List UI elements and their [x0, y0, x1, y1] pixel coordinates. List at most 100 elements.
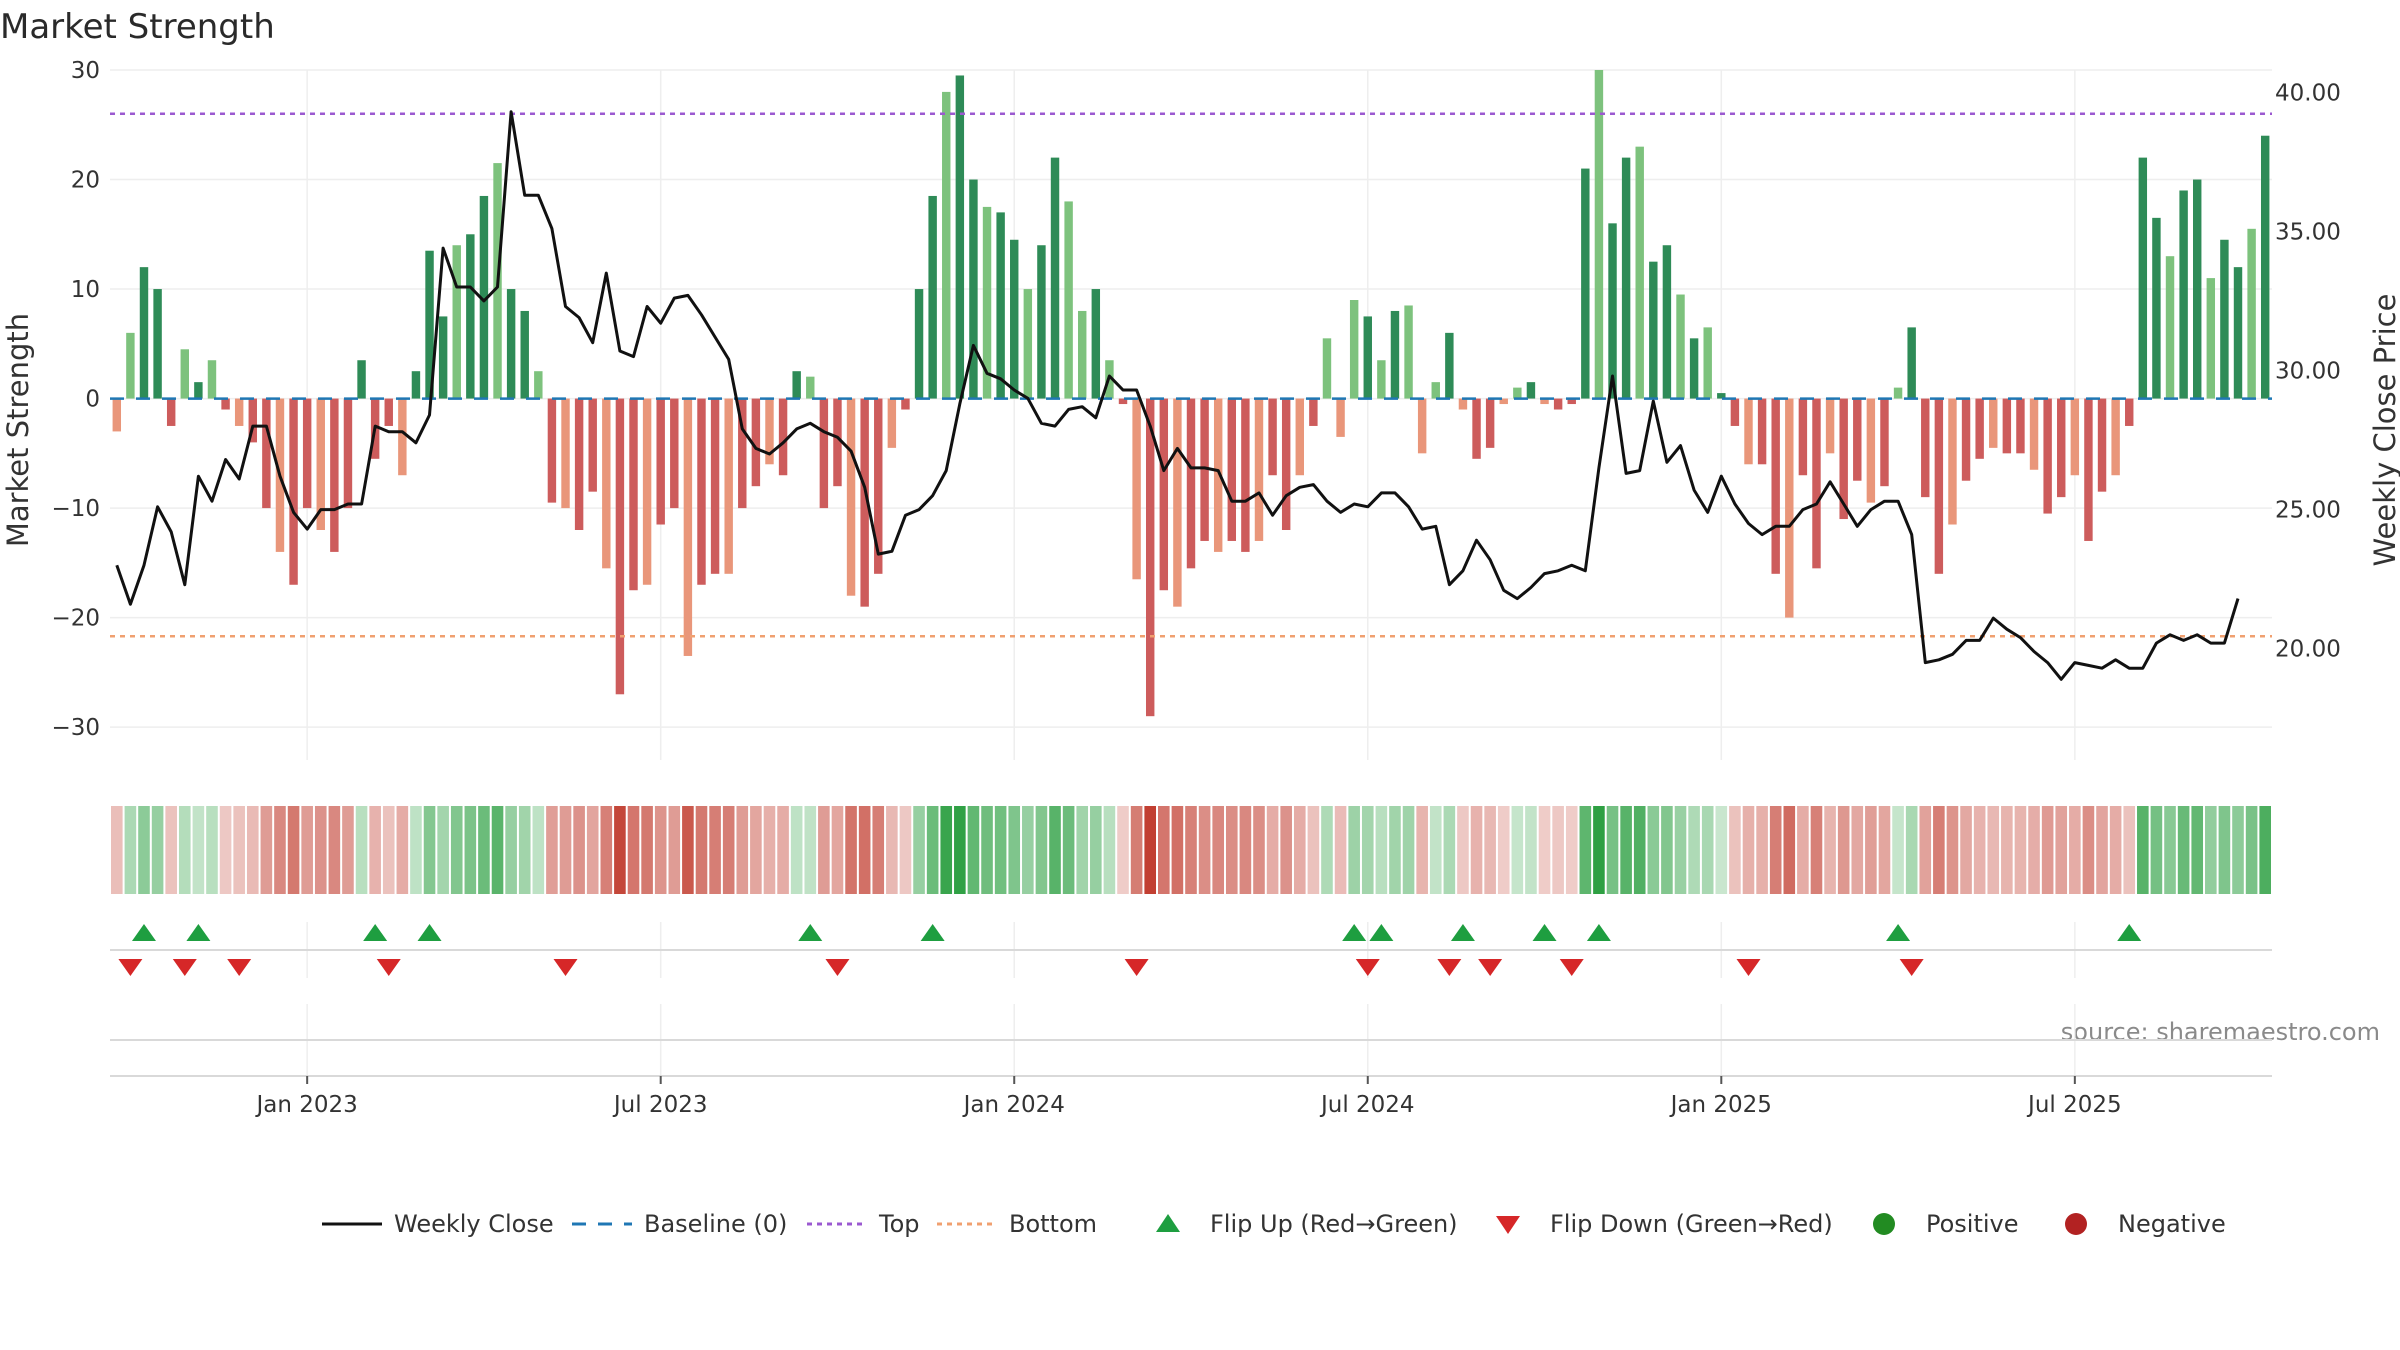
heat-strip-cell — [1824, 806, 1836, 894]
heat-strip-cell — [1402, 806, 1415, 894]
strength-bar — [887, 398, 897, 448]
strength-bar — [1322, 338, 1332, 399]
strength-bar — [1730, 398, 1740, 426]
strength-bar — [1513, 387, 1522, 399]
strength-bar — [1295, 398, 1304, 476]
strength-bar — [561, 398, 570, 509]
heat-strip-cell — [1756, 806, 1768, 894]
strength-bar — [901, 398, 910, 410]
strength-bar — [765, 398, 774, 465]
strength-bar — [1010, 239, 1019, 399]
y-tick-label: −20 — [51, 606, 100, 632]
strength-bar — [942, 91, 951, 399]
strength-bar — [302, 398, 312, 509]
heat-strip-cell — [2041, 806, 2054, 894]
strength-bar — [1825, 398, 1835, 454]
strength-bars — [112, 70, 2270, 717]
flip-down-marker — [1355, 959, 1380, 976]
strength-bar — [1390, 310, 1400, 399]
strength-bar — [1241, 398, 1250, 552]
heat-strip-cell — [450, 806, 463, 894]
heat-strip-cell — [1321, 806, 1333, 894]
strength-bar — [1649, 261, 1658, 399]
heat-strip-cell — [1266, 806, 1279, 894]
heat-strip-cell — [1212, 806, 1224, 894]
strength-bar — [955, 75, 965, 399]
heat-strip-cell — [287, 806, 300, 894]
strength-bar — [1553, 398, 1563, 410]
heat-strip-cell — [2069, 806, 2081, 894]
heat-strip-cell — [1946, 806, 1959, 894]
strength-bar — [1050, 157, 1060, 399]
strength-bar — [1839, 398, 1848, 520]
strength-bar — [2247, 228, 2256, 399]
heat-strip-cell — [1484, 806, 1496, 894]
strength-bar — [982, 206, 992, 399]
strength-bar — [1689, 338, 1699, 399]
strength-bar — [2260, 135, 2270, 399]
strength-bar — [670, 398, 679, 509]
heat-strip-cell — [1579, 806, 1592, 894]
strength-bar — [860, 398, 869, 607]
heat-strip-cell — [600, 806, 613, 894]
heat-strip-cell — [913, 806, 925, 894]
strength-bar — [1785, 398, 1794, 618]
strength-bar — [1989, 398, 1998, 448]
strength-bar — [1907, 327, 1916, 399]
heat-strip-cell — [1008, 806, 1021, 894]
strength-bar — [506, 289, 516, 399]
flip-up-marker — [1532, 924, 1557, 941]
legend-label: Baseline (0) — [644, 1210, 787, 1238]
strength-bar — [615, 398, 625, 695]
strength-bar — [874, 398, 883, 574]
strength-bar — [2002, 398, 2012, 454]
heat-strip-cell — [2164, 806, 2176, 894]
heat-strip-cell — [627, 806, 640, 894]
strength-bar — [1798, 398, 1808, 476]
strength-bar — [2057, 398, 2066, 498]
heat-strip-cell — [2123, 806, 2136, 894]
heat-strip-cell — [2205, 806, 2217, 894]
heat-strip-cell — [1783, 806, 1796, 894]
strength-bar — [466, 234, 475, 399]
strength-bar — [629, 398, 638, 591]
heat-strip-cell — [1497, 806, 1510, 894]
heat-strip-cell — [1076, 806, 1089, 894]
strength-bar — [1159, 398, 1169, 591]
heat-strip-cell — [1865, 806, 1877, 894]
legend-item: Negative — [2065, 1210, 2226, 1238]
heat-strip-cell — [1348, 806, 1360, 894]
y-tick-label: 10 — [71, 277, 100, 303]
flip-up-marker — [1886, 924, 1911, 941]
heat-strip-cell — [1593, 806, 1605, 894]
heat-strip-cell — [1633, 806, 1646, 894]
strength-bar — [2029, 398, 2039, 470]
heat-strip-cell — [1185, 806, 1197, 894]
flip-up-marker — [1586, 924, 1611, 941]
strength-bar — [2138, 157, 2148, 399]
strength-bar — [724, 398, 733, 574]
strength-bar — [234, 398, 244, 426]
strength-bar — [1091, 289, 1101, 399]
legend-swatch — [1873, 1213, 1895, 1235]
y2-tick-label: 20.00 — [2275, 637, 2341, 663]
axis-ticks: 30 20 10 0 −10 −20 −30 40.00 35.00 30.00 25.00 20.0… — [51, 58, 2340, 1118]
heat-strip-cell — [831, 806, 844, 894]
heat-strip-cell — [845, 806, 857, 894]
flip-down-marker — [1124, 959, 1149, 976]
heat-strip-cell — [1062, 806, 1075, 894]
strength-bar — [1594, 70, 1604, 399]
strength-bar — [1445, 332, 1454, 399]
heat-strip-cell — [178, 806, 191, 894]
strength-bar — [683, 398, 693, 656]
y-tick-label: 0 — [85, 387, 100, 413]
reference-lines — [110, 112, 2272, 638]
strength-bar — [1023, 289, 1033, 399]
strength-bar — [1078, 310, 1087, 399]
heat-strip-cell — [750, 806, 762, 894]
x-tick-label: Jul 2023 — [612, 1092, 708, 1118]
x-tick-label: Jan 2024 — [962, 1092, 1065, 1118]
strength-bar — [642, 398, 652, 585]
